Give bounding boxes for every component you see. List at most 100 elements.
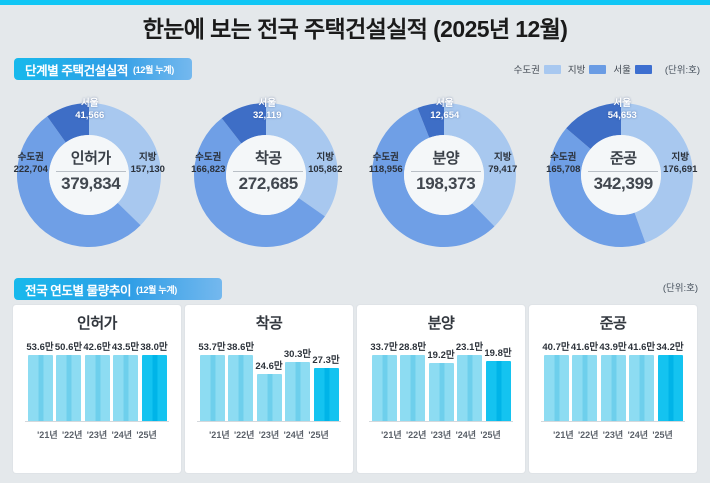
bar-rect (313, 368, 339, 422)
bar-value-label: 34.2만 (656, 342, 684, 353)
bar-rect (371, 355, 397, 422)
bar-rect (285, 362, 310, 422)
section-header-trend-sublabel: (12월 누계) (136, 284, 177, 295)
donut-segment (549, 128, 646, 248)
bar-rect (113, 355, 138, 422)
section-header-trend-label: 전국 연도별 물량추이 (25, 283, 132, 298)
bar-column: 19.8만 (484, 339, 512, 447)
bar-x-label: '22년 (233, 430, 255, 440)
bar-value-label: 38.0만 (140, 342, 168, 353)
bar-value-label: 19.2만 (427, 350, 455, 361)
bar-axis-line (369, 421, 513, 422)
bar-axis-line (197, 421, 341, 422)
bar-x-label: '22년 (61, 430, 83, 440)
donut-segment (221, 103, 267, 144)
donut-segment (443, 103, 516, 227)
donut-segment (417, 103, 444, 138)
donut-center-chakgong: 착공 272,685 (227, 149, 309, 211)
bar-column: 38.0만 (140, 339, 168, 447)
donut-hole (48, 135, 129, 215)
bar-value-label: 24.6만 (255, 361, 283, 372)
donut-label-sudogwon-jungong: 수도권 165,708 (546, 152, 581, 175)
bar-rect (457, 355, 482, 422)
bar-rect (600, 355, 626, 422)
bar-value-label: 19.8만 (484, 348, 512, 359)
bar-column: 41.6만 (570, 339, 599, 447)
legend-label-jibang: 지방 (567, 65, 586, 76)
donut-label-jibang-inheoga: 지방 157,130 (130, 152, 165, 175)
legend: 수도권 지방 서울 (단위:호) (514, 62, 700, 76)
donut-center-total-inheoga: 379,834 (61, 174, 121, 193)
bar-series: 53.6만 50.6만 42.6만 43.5만 38.0만 (26, 339, 168, 447)
bar-rect (256, 374, 282, 422)
legend-item-seoul: 서울 (613, 62, 652, 76)
bar-chart-title-jungong: 준공 (599, 315, 627, 332)
donut-chart-jungong: 서울 54,653 수도권 165,708 지방 176,691 준공 342,… (535, 92, 707, 272)
bar-x-label: '24년 (111, 430, 132, 440)
bar-x-label: '23년 (602, 430, 624, 440)
bar-x-label: '22년 (577, 430, 599, 440)
donut-center-total-jungong: 342,399 (593, 174, 654, 193)
bar-x-label: '25년 (652, 430, 673, 440)
bar-column: 38.6만 (226, 339, 255, 447)
unit-note-trend: (단위:호) (662, 283, 698, 294)
donut-center-title-inheoga: 인허가 (70, 150, 111, 167)
bar-value-label: 53.7만 (198, 342, 226, 353)
donut-chart-bunyang: 서울 12,654 수도권 118,956 지방 79,417 분양 198,3… (358, 92, 530, 272)
bar-x-label: '21년 (553, 430, 574, 440)
donut-center-total-chakgong: 272,685 (238, 174, 299, 193)
donut-label-seoul-inheoga: 서울 41,566 (75, 98, 105, 121)
donut-label-jibang-bunyang: 지방 79,417 (488, 152, 518, 175)
donut-center-total-bunyang: 198,373 (416, 174, 476, 193)
legend-swatch-seoul (634, 64, 652, 74)
donut-center-jungong: 준공 342,399 (582, 149, 664, 211)
donut-hole (581, 135, 662, 215)
donut-segment (266, 103, 339, 217)
donut-label-jibang-jungong: 지방 176,691 (663, 152, 698, 175)
section-header-stage-sublabel: (12월 누계) (132, 64, 174, 75)
bar-column: 24.6만 (255, 339, 283, 447)
donut-label-sudogwon-inheoga: 수도권 222,704 (13, 152, 48, 175)
donut-segment (194, 118, 326, 247)
bar-column: 40.7만 (542, 339, 570, 447)
bar-series: 53.7만 38.6만 24.6만 30.3만 27.3만 (198, 339, 340, 447)
bar-x-label: '24년 (627, 430, 648, 440)
top-accent-bar (0, 0, 710, 5)
bar-value-label: 38.6만 (226, 342, 255, 353)
legend-swatch-sudogwon (543, 64, 561, 74)
bar-x-label: '25년 (480, 430, 501, 440)
bar-value-label: 41.6만 (570, 342, 599, 353)
bar-rect (428, 363, 454, 422)
bar-rect (543, 355, 569, 422)
donut-segment (621, 103, 694, 243)
bar-value-label: 43.5만 (111, 342, 140, 353)
legend-swatch-jibang (589, 64, 607, 74)
bar-column: 53.6만 (26, 339, 54, 447)
bar-rect (629, 355, 654, 422)
bar-axis-line (541, 421, 685, 422)
bar-x-label: '24년 (283, 430, 304, 440)
donut-center-rule (233, 171, 304, 172)
bar-column: 27.3만 (312, 339, 340, 447)
bar-value-label: 27.3만 (312, 355, 340, 366)
bar-value-label: 33.7만 (370, 342, 398, 353)
bar-column: 43.5만 (111, 339, 140, 447)
bar-series: 40.7만 41.6만 43.9만 41.6만 34.2만 (542, 339, 684, 447)
donut-center-bunyang: 분양 198,373 (405, 149, 487, 211)
donut-hole (403, 135, 484, 215)
bar-column: 28.8만 (399, 339, 426, 447)
donut-label-seoul-bunyang: 서울 12,654 (430, 98, 460, 121)
bar-x-labels: '21년 '22년 '23년 '24년 '25년 (551, 428, 675, 441)
bar-x-labels: '21년 '22년 '23년 '24년 '25년 (35, 428, 159, 441)
donut-segment (371, 108, 495, 247)
donut-center-rule (588, 171, 659, 172)
bar-rect (56, 355, 81, 422)
donut-center-title-bunyang: 분양 (432, 150, 460, 167)
bar-rect (84, 355, 110, 422)
bar-column: 43.9만 (599, 339, 627, 447)
bar-column: 50.6만 (55, 339, 82, 447)
bar-chart-title-inheoga: 인허가 (77, 315, 117, 332)
legend-item-sudogwon: 수도권 (514, 62, 561, 76)
donut-hole (226, 135, 307, 215)
bar-rect (199, 355, 225, 422)
